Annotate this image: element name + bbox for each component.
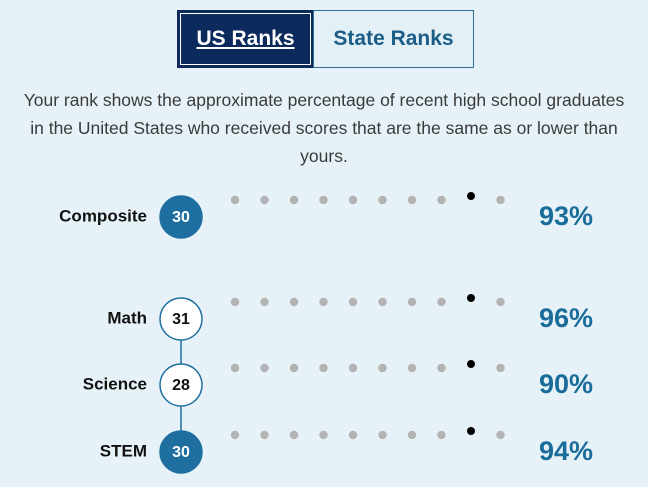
dot: [230, 363, 240, 373]
marker-dot: [467, 360, 475, 368]
marker-dot: [467, 192, 475, 200]
marker-dot: [467, 427, 475, 435]
score-badge: [159, 195, 203, 239]
score: 30: [172, 444, 190, 461]
dot: [348, 363, 358, 373]
dot: [407, 430, 417, 440]
dot: [230, 195, 240, 205]
dot: [378, 363, 387, 373]
dot: [348, 297, 358, 307]
dot: [437, 195, 446, 205]
row-label: STEM: [100, 441, 147, 460]
score-badge: [159, 430, 203, 474]
dot: [378, 195, 387, 205]
score-badge: [159, 363, 203, 407]
dot: [407, 297, 417, 307]
row-label: Composite: [59, 206, 147, 225]
row-label: Math: [107, 308, 147, 327]
dot: [319, 363, 328, 373]
dot: [378, 297, 387, 307]
score: 28: [172, 377, 190, 394]
score: 31: [172, 311, 190, 328]
dot: [260, 195, 269, 205]
dot: [348, 430, 358, 440]
dot: [319, 195, 328, 205]
dot: [289, 195, 299, 205]
rank-percent: 93%: [539, 201, 593, 231]
description: Your rank shows the approximate percenta…: [23, 90, 625, 166]
row-label: Science: [83, 374, 147, 393]
rank-percent: 94%: [539, 436, 593, 466]
rank-percent: 96%: [539, 303, 593, 333]
dot: [289, 297, 299, 307]
dot: [496, 195, 505, 205]
tab-us-ranks[interactable]: US Ranks: [177, 10, 314, 68]
dot: [319, 297, 328, 307]
dot: [230, 430, 240, 440]
dot: [496, 363, 505, 373]
dot: [378, 430, 387, 440]
tab-state-ranks[interactable]: State Ranks: [313, 10, 474, 68]
dot: [496, 297, 505, 307]
dot: [260, 430, 269, 440]
score: 30: [172, 209, 190, 226]
score-badge: [159, 297, 203, 341]
dot: [437, 297, 446, 307]
dot: [319, 430, 328, 440]
dot: [437, 430, 446, 440]
dot: [348, 195, 358, 205]
dot: [260, 363, 269, 373]
marker-dot: [467, 294, 475, 302]
dot: [437, 363, 446, 373]
dot: [407, 195, 417, 205]
dot: [230, 297, 240, 307]
dot: [260, 297, 269, 307]
rank-percent: 90%: [539, 369, 593, 399]
dot: [289, 363, 299, 373]
dot: [407, 363, 417, 373]
dot: [496, 430, 505, 440]
dot: [289, 430, 299, 440]
